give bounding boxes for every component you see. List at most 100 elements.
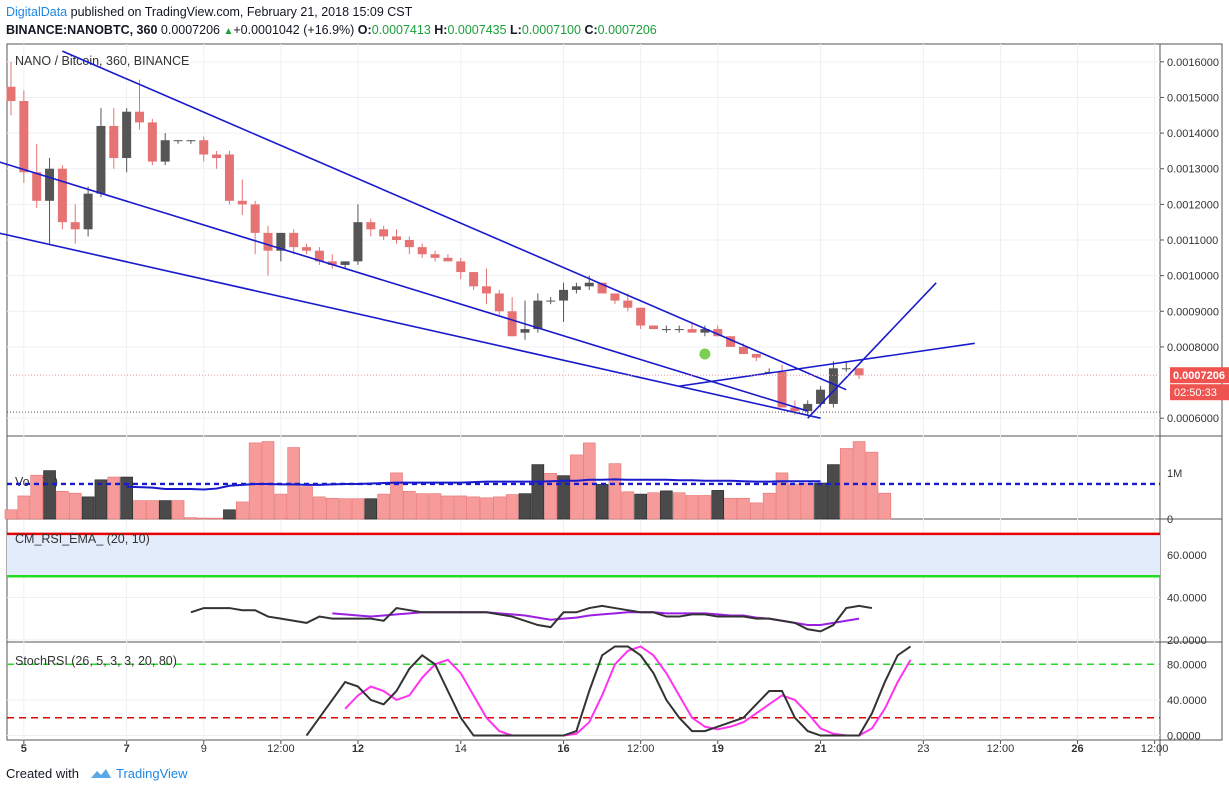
candle-body bbox=[828, 368, 838, 404]
candle-body bbox=[649, 325, 658, 330]
candle-body bbox=[443, 257, 453, 262]
tradingview-link[interactable]: TradingView bbox=[116, 766, 188, 781]
publish-info: published on TradingView.com, February 2… bbox=[67, 5, 413, 19]
volume-bar bbox=[107, 476, 121, 520]
candle-body bbox=[584, 282, 594, 287]
candle-body bbox=[276, 232, 286, 251]
candle-body bbox=[430, 254, 440, 258]
stochrsi-pane[interactable]: StochRSI (26, 5, 3, 3, 20, 80) bbox=[7, 645, 1160, 737]
volume-bar bbox=[17, 495, 31, 520]
countdown-tag bbox=[1170, 384, 1229, 401]
price-change: +0.0001042 (+16.9%) bbox=[233, 23, 355, 37]
time-axis-label: 9 bbox=[201, 743, 207, 755]
candle-body bbox=[559, 289, 569, 301]
candle-body bbox=[417, 247, 427, 255]
candle-body bbox=[533, 300, 543, 330]
volume-bar bbox=[364, 498, 378, 520]
candle-body bbox=[289, 232, 299, 248]
price-axis-label: 0.0015000 bbox=[1167, 92, 1219, 104]
candle-body bbox=[507, 311, 517, 337]
breakout-line bbox=[679, 342, 975, 387]
candle-body bbox=[19, 101, 29, 173]
middle-trendline bbox=[0, 161, 808, 412]
candle-body bbox=[687, 329, 697, 333]
last-price-tag-label: 0.0007206 bbox=[1173, 370, 1225, 382]
upper-trendline bbox=[62, 50, 847, 391]
volume-bar bbox=[146, 500, 159, 520]
candle-body bbox=[738, 346, 748, 355]
time-axis-label: 14 bbox=[455, 743, 467, 755]
candle-body bbox=[45, 168, 55, 201]
price-axis-label: 0.0010000 bbox=[1167, 271, 1219, 283]
candle-body bbox=[96, 125, 106, 194]
chart-header: DigitalData published on TradingView.com… bbox=[6, 3, 657, 41]
time-axis-label: 12:00 bbox=[267, 743, 295, 755]
volume-bar bbox=[518, 493, 532, 520]
candle-body bbox=[777, 371, 787, 408]
rsi-axis-label: 20.0000 bbox=[1167, 635, 1207, 647]
volume-bar bbox=[390, 472, 403, 520]
rsi-ema-line bbox=[332, 611, 860, 627]
candle-body bbox=[70, 222, 80, 230]
volume-pane[interactable]: Vol (20) bbox=[4, 441, 1160, 520]
volume-bar bbox=[133, 500, 146, 520]
volume-bar bbox=[634, 493, 647, 520]
price-axis-label: 0.0012000 bbox=[1167, 199, 1219, 211]
rising-line bbox=[807, 282, 937, 419]
candle-body bbox=[6, 86, 16, 102]
volume-bar bbox=[68, 492, 82, 520]
candle-body bbox=[854, 368, 864, 376]
price-axis-label: 0.0006000 bbox=[1167, 413, 1219, 425]
volume-bar bbox=[274, 493, 288, 520]
volume-bar bbox=[454, 495, 468, 520]
volume-bar bbox=[210, 517, 223, 520]
candle-body bbox=[340, 261, 350, 265]
tradingview-cloud-icon bbox=[90, 769, 111, 778]
volume-bar bbox=[557, 475, 570, 520]
candle-body bbox=[610, 293, 620, 301]
rsi-axis-label: 60.0000 bbox=[1167, 550, 1207, 562]
candle-body bbox=[122, 111, 132, 159]
price-pane[interactable]: NANO / Bitcoin, 360, BINANCE bbox=[0, 50, 1160, 419]
grid-lines bbox=[7, 44, 1160, 740]
volume-bar bbox=[56, 491, 69, 520]
volume-bar bbox=[377, 493, 390, 520]
volume-bar bbox=[441, 495, 455, 520]
candle-body bbox=[212, 154, 222, 159]
time-axis-label: 23 bbox=[917, 743, 929, 755]
volume-bar bbox=[415, 493, 429, 520]
stoch-axis-label: 0.0000 bbox=[1167, 731, 1201, 743]
rsi-pane[interactable]: CM_RSI_EMA_ (20, 10) bbox=[7, 532, 1160, 633]
stoch-d-line bbox=[344, 645, 912, 737]
price-axis-label: 0.0008000 bbox=[1167, 342, 1219, 354]
volume-bar bbox=[878, 492, 892, 520]
volume-bar bbox=[647, 492, 660, 520]
volume-bar bbox=[351, 498, 365, 520]
footer: Created with TradingView bbox=[6, 766, 188, 781]
volume-ma-line bbox=[126, 478, 821, 491]
volume-bar bbox=[749, 502, 763, 520]
candle-body bbox=[661, 329, 671, 331]
volume-bar bbox=[4, 509, 18, 520]
volume-bar bbox=[801, 483, 815, 520]
chart-canvas[interactable]: NANO / Bitcoin, 360, BINANCE Vol (20) CM… bbox=[0, 0, 1229, 760]
author-link[interactable]: DigitalData bbox=[6, 5, 68, 19]
candle-body bbox=[224, 154, 234, 201]
candle-body bbox=[250, 204, 260, 233]
time-axis-label: 5 bbox=[21, 743, 27, 755]
outer-border bbox=[6, 43, 1223, 741]
volume-bar bbox=[737, 497, 750, 520]
price-axis-label: 0.0013000 bbox=[1167, 164, 1219, 176]
time-axis-label: 26 bbox=[1071, 743, 1083, 755]
volume-bar bbox=[428, 493, 442, 520]
candle-body bbox=[790, 407, 800, 412]
volume-bar bbox=[788, 483, 802, 520]
candle-body bbox=[404, 240, 414, 248]
candle-body bbox=[57, 168, 67, 223]
time-axis-label: 16 bbox=[557, 743, 569, 755]
volume-bar bbox=[724, 497, 737, 520]
volume-bar bbox=[505, 494, 519, 520]
price-axis-label: 0.0016000 bbox=[1167, 57, 1219, 69]
volume-bar bbox=[223, 509, 236, 520]
volume-bar bbox=[81, 496, 95, 520]
